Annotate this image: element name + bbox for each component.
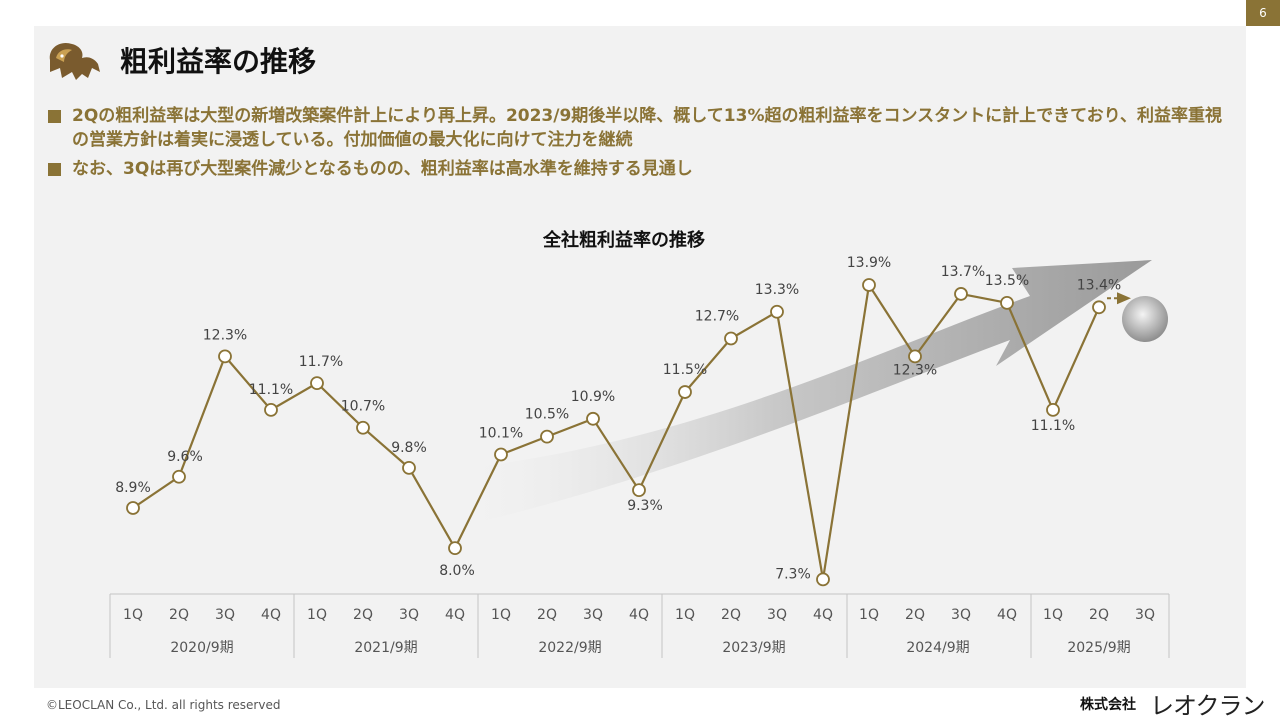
company-type-text: 株式会社 (1080, 697, 1136, 713)
fiscal-year-label: 2024/9期 (906, 640, 969, 656)
bullet-point: 2Qの粗利益率は大型の新増改築案件計上により再上昇。2023/9期後半以降、概し… (48, 104, 1228, 152)
data-point (862, 278, 876, 292)
quarter-tick-label: 4Q (261, 607, 281, 623)
copyright-text: ©LEOCLAN Co., Ltd. all rights reserved (46, 698, 281, 712)
data-label: 9.6% (167, 449, 203, 465)
quarter-tick-label: 3Q (767, 607, 787, 623)
quarter-tick-label: 3Q (951, 607, 971, 623)
brand-logo: レオクラン (1150, 692, 1266, 720)
quarter-tick-label: 3Q (215, 607, 235, 623)
quarter-tick-label: 1Q (123, 607, 143, 623)
quarter-tick-label: 1Q (859, 607, 879, 623)
bullet-point: なお、3Qは再び大型案件減少となるものの、粗利益率は高水準を維持する見通し (48, 157, 1228, 181)
quarter-tick-label: 2Q (537, 607, 557, 623)
data-point (816, 572, 830, 587)
data-label: 8.9% (115, 480, 151, 496)
fiscal-year-label: 2021/9期 (354, 640, 417, 656)
data-label: 13.4% (1077, 277, 1121, 293)
data-point (494, 447, 508, 462)
data-label: 12.7% (695, 309, 739, 325)
trend-arrow (468, 260, 1152, 524)
quarter-tick-label: 1Q (491, 607, 511, 623)
bullet-text: 2Qの粗利益率は大型の新増改築案件計上により再上昇。2023/9期後半以降、概し… (72, 106, 1222, 150)
forecast-ball (1122, 296, 1168, 342)
quarter-tick-label: 3Q (399, 607, 419, 623)
quarter-tick-label: 2Q (169, 607, 189, 623)
quarter-tick-label: 4Q (629, 607, 649, 623)
data-point (402, 460, 416, 475)
data-label: 10.1% (479, 425, 523, 441)
quarter-tick-label: 3Q (583, 607, 603, 623)
data-label: 11.1% (1031, 418, 1075, 434)
data-label: 12.3% (203, 327, 247, 343)
data-label: 13.5% (985, 273, 1029, 289)
chart-title: 全社粗利益率の推移 (543, 230, 705, 251)
margin-series-line (132, 281, 1101, 580)
data-label: 12.3% (893, 362, 937, 378)
data-point (678, 385, 692, 399)
data-label: 10.9% (571, 389, 615, 405)
data-point (770, 304, 784, 319)
quarter-tick-label: 2Q (721, 607, 741, 623)
data-point (172, 469, 186, 484)
data-point (632, 483, 646, 498)
data-label: 8.0% (439, 563, 475, 579)
data-label: 10.7% (341, 399, 385, 415)
quarter-tick-label: 4Q (997, 607, 1017, 623)
data-label: 13.7% (941, 264, 985, 280)
fiscal-year-label: 2022/9期 (538, 640, 601, 656)
data-point (1000, 295, 1014, 310)
data-label: 13.9% (847, 255, 891, 271)
data-label: 7.3% (775, 566, 811, 582)
page-number: 6 (1246, 0, 1280, 26)
data-point (126, 501, 140, 515)
fiscal-year-label: 2020/9期 (170, 640, 233, 656)
data-point (908, 349, 922, 364)
data-label: 11.7% (299, 354, 343, 370)
content-panel (34, 26, 1246, 688)
data-point (1092, 300, 1106, 315)
data-point (1046, 402, 1060, 417)
quarter-tick-label: 1Q (1043, 607, 1063, 623)
data-point (540, 429, 554, 444)
fiscal-year-label: 2025/9期 (1067, 640, 1130, 656)
data-label: 9.8% (391, 440, 427, 456)
data-point (264, 402, 278, 417)
data-label: 11.5% (663, 362, 707, 378)
quarter-tick-label: 2Q (353, 607, 373, 623)
square-bullet-icon (48, 110, 61, 123)
quarter-tick-label: 1Q (307, 607, 327, 623)
data-label: 13.3% (755, 282, 799, 298)
forecast-arrowhead (1117, 292, 1131, 305)
data-label: 10.5% (525, 407, 569, 423)
quarter-tick-label: 4Q (445, 607, 465, 623)
data-label: 11.1% (249, 382, 293, 398)
fiscal-year-label: 2023/9期 (722, 640, 785, 656)
data-point (218, 349, 232, 364)
data-point (310, 376, 324, 391)
data-point (356, 420, 370, 435)
quarter-tick-label: 2Q (905, 607, 925, 623)
data-label: 9.3% (627, 498, 663, 514)
data-point (448, 541, 462, 556)
page-title: 粗利益率の推移 (120, 45, 317, 78)
bullet-text: なお、3Qは再び大型案件減少となるものの、粗利益率は高水準を維持する見通し (72, 159, 693, 179)
quarter-tick-label: 3Q (1135, 607, 1155, 623)
lion-icon (49, 42, 100, 80)
data-point (954, 287, 968, 301)
data-point (724, 331, 738, 346)
data-point (586, 411, 600, 426)
quarter-tick-label: 1Q (675, 607, 695, 623)
quarter-tick-label: 4Q (813, 607, 833, 623)
quarter-tick-label: 2Q (1089, 607, 1109, 623)
square-bullet-icon (48, 163, 61, 176)
